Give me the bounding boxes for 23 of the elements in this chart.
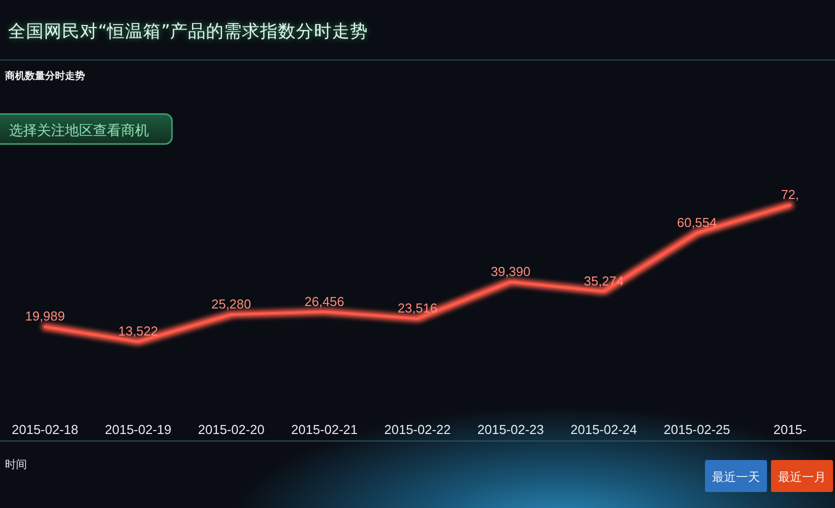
x-tick-label: 2015-02-18 xyxy=(12,422,78,437)
button: 最近一天 xyxy=(705,460,767,492)
data-label: 25,280 xyxy=(211,296,252,312)
button: 选择关注地区查看商机 xyxy=(0,113,173,145)
chart-subtitle: 商机数量分时走势 xyxy=(4,70,85,82)
x-tick-label: 2015-02-22 xyxy=(384,422,451,437)
data-label: 26,456 xyxy=(304,294,344,309)
data-label: 39,390 xyxy=(490,264,531,279)
data-label: 23,516 xyxy=(398,300,438,316)
x-tick-label: 2015-02-25 xyxy=(664,422,730,437)
annotation: 72, xyxy=(780,187,800,202)
chart-title: 全国网民对“恒温箱”产品的需求指数分时走势 xyxy=(8,21,368,42)
x-tick-label: 2015-02-24 xyxy=(570,422,637,437)
x-axis-title: 时间 xyxy=(5,458,27,471)
x-tick-label: 2015-02-20 xyxy=(198,422,264,437)
x-tick-label: 2015-02-19 xyxy=(104,422,172,437)
data-label: 13,522 xyxy=(118,324,158,339)
data-label: 19,989 xyxy=(25,308,65,324)
x-tick-label: 2015- xyxy=(773,422,807,437)
x-tick-label: 2015-02-23 xyxy=(477,422,544,437)
button: 最近一月 xyxy=(771,460,833,492)
x-tick-label: 2015-02-21 xyxy=(291,422,358,437)
data-label: 60,554 xyxy=(676,214,717,230)
